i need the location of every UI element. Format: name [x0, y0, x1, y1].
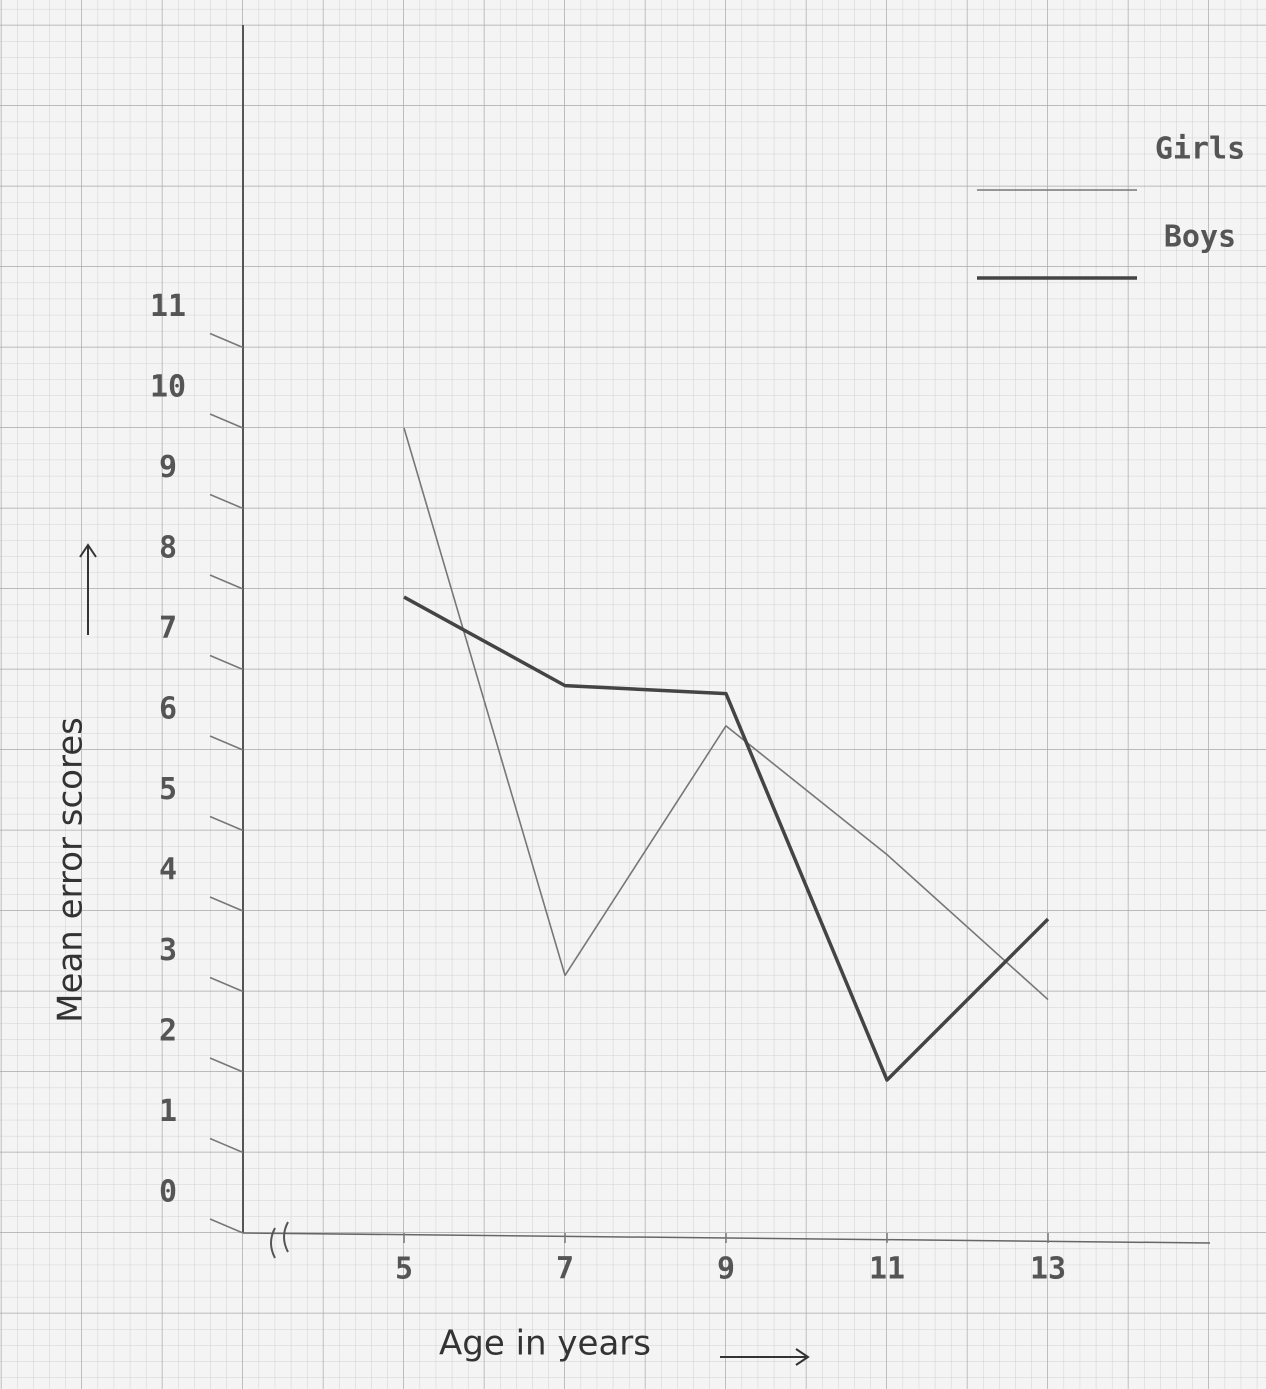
- x-tick-label: 5: [395, 1252, 413, 1287]
- y-tick-label: 2: [159, 1014, 177, 1049]
- y-tick-label: 3: [159, 933, 177, 968]
- x-tick-label: 7: [556, 1252, 574, 1287]
- y-tick-label: 9: [159, 450, 177, 485]
- x-tick-label: 11: [869, 1252, 905, 1287]
- y-tick-label: 0: [159, 1175, 177, 1210]
- x-tick-label: 13: [1030, 1252, 1066, 1287]
- x-tick-label: 9: [717, 1252, 735, 1287]
- chart: Age in years Mean error scores 0 1 2 3 4 5 6 7 8…: [0, 0, 1266, 1389]
- y-tick-label: 8: [159, 531, 177, 566]
- y-tick-label: 6: [159, 692, 177, 727]
- y-tick-label: 7: [159, 611, 177, 646]
- y-tick-label: 10: [150, 370, 186, 405]
- legend-label: Girls: [1155, 132, 1245, 167]
- graph-paper: [0, 0, 1266, 1389]
- y-tick-label: 1: [159, 1094, 177, 1129]
- y-axis-label: Mean error scores: [51, 717, 91, 1023]
- x-axis-label: Age in years: [439, 1324, 651, 1364]
- legend-label: Boys: [1164, 220, 1236, 255]
- y-tick-label: 11: [150, 289, 186, 324]
- y-tick-label: 4: [159, 853, 177, 888]
- y-tick-label: 5: [159, 772, 177, 807]
